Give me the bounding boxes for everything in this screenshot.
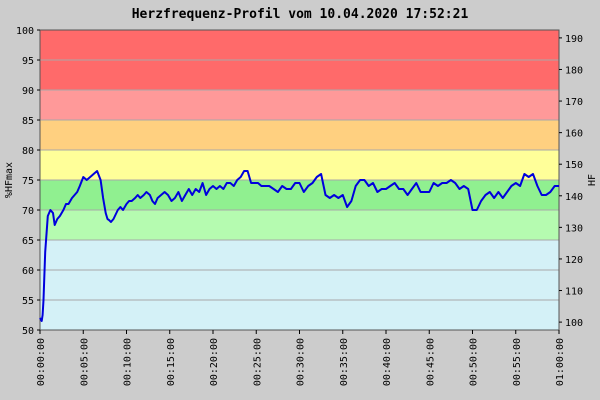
chart-title: Herzfrequenz-Profil vom 10.04.2020 17:52… (132, 7, 469, 22)
y-axis-left-title: %HFmax (4, 162, 15, 198)
y-right-tick-label: 170 (565, 97, 583, 108)
y-right-tick-label: 160 (565, 129, 583, 140)
heart-rate-series-line (39, 170, 559, 322)
y-left-tick-label: 60 (22, 266, 34, 277)
y-left-tick-label: 55 (22, 296, 34, 307)
y-right-tick-label: 110 (565, 287, 583, 298)
y-right-tick-label: 150 (565, 160, 583, 171)
y-left-tick-label: 75 (22, 176, 34, 187)
y-axis-right-title: HF (587, 174, 598, 186)
zone-band-5 (40, 90, 559, 120)
x-tick-label: 00:40:00 (382, 338, 393, 386)
x-tick-label: 00:30:00 (296, 338, 307, 386)
x-axis: 00:00:00 00:05:00 00:10:00 00:15:00 00:20:00… (36, 330, 566, 386)
y-left-tick-label: 80 (22, 146, 34, 157)
y-right-tick-label: 130 (565, 223, 583, 234)
x-tick-label: 00:20:00 (209, 338, 220, 386)
y-left-tick-label: 90 (22, 86, 34, 97)
zone-bands (40, 30, 559, 330)
grid-lines (40, 59, 559, 301)
y-left-tick-label: 50 (22, 326, 34, 337)
series-layer (39, 170, 559, 322)
y-left-tick-label: 95 (22, 56, 34, 67)
y-right-tick-label: 120 (565, 255, 583, 266)
y-right-tick-label: 180 (565, 65, 583, 76)
zone-band-3 (40, 150, 559, 180)
y-axis-right: 100 110 120 130 140 150 160 170 180 190 (559, 34, 583, 329)
x-tick-label: 00:45:00 (425, 338, 436, 386)
x-tick-label: 00:50:00 (469, 338, 480, 386)
y-left-tick-label: 65 (22, 236, 34, 247)
zone-band-4 (40, 120, 559, 150)
y-left-tick-label: 70 (22, 206, 34, 217)
zone-band-1 (40, 210, 559, 240)
y-right-tick-label: 190 (565, 34, 583, 45)
x-tick-label: 00:00:00 (36, 338, 47, 386)
x-tick-label: 00:25:00 (252, 338, 263, 386)
y-right-tick-label: 140 (565, 192, 583, 203)
x-tick-label: 00:15:00 (166, 338, 177, 386)
y-axis-left: 50 55 60 65 70 75 80 85 90 95 100 (16, 26, 40, 337)
zone-band-0 (40, 240, 559, 330)
x-tick-label: 00:35:00 (339, 338, 350, 386)
x-tick-label: 00:05:00 (79, 338, 90, 386)
y-right-tick-label: 100 (565, 318, 583, 329)
x-tick-label: 00:10:00 (123, 338, 134, 386)
y-left-tick-label: 85 (22, 116, 34, 127)
x-tick-label: 01:00:00 (555, 338, 566, 386)
y-left-tick-label: 100 (16, 26, 34, 37)
x-tick-label: 00:55:00 (512, 338, 523, 386)
